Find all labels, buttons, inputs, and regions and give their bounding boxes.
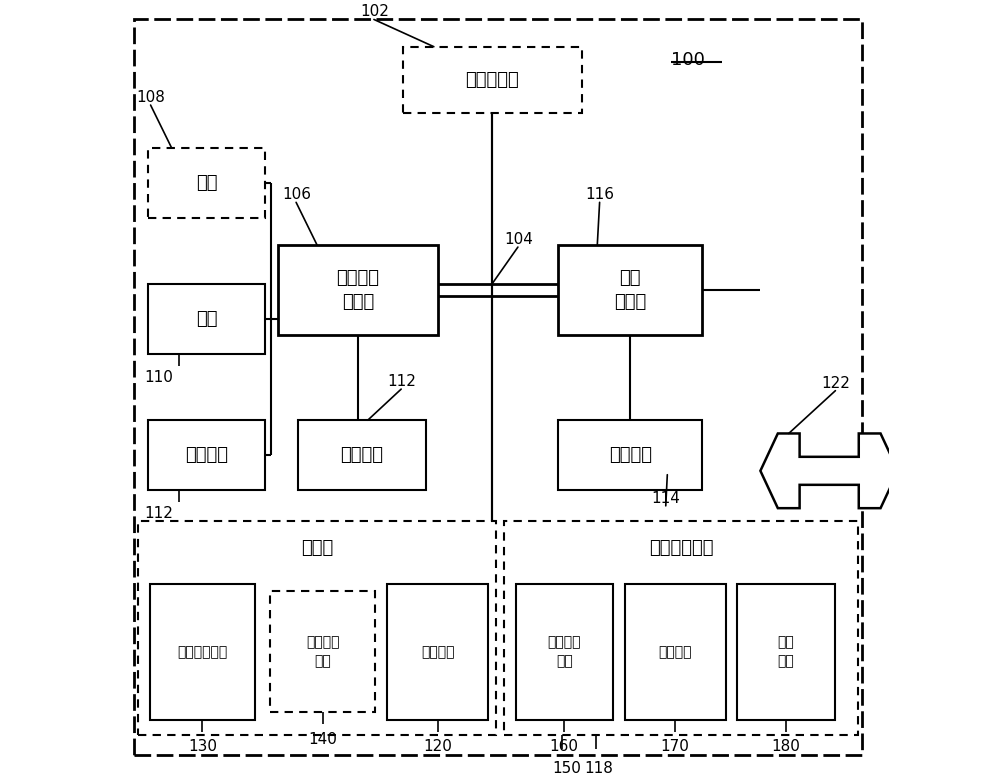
Bar (403, 47, 582, 113)
Text: 122: 122 (821, 376, 850, 391)
Bar (148, 148, 265, 218)
Text: 数据存储
装置: 数据存储 装置 (306, 636, 340, 668)
Text: 110: 110 (144, 370, 173, 385)
Text: 网络通信软件: 网络通信软件 (177, 645, 227, 659)
Text: 虚拟世界引擎: 虚拟世界引擎 (649, 538, 713, 556)
Text: 交互引擎: 交互引擎 (658, 645, 692, 659)
Text: 160: 160 (550, 739, 579, 754)
Bar (625, 583, 726, 720)
Polygon shape (760, 434, 898, 509)
Text: 鼠标: 鼠标 (196, 310, 217, 328)
Bar (278, 245, 438, 335)
Bar (516, 583, 613, 720)
Text: 112: 112 (387, 374, 416, 389)
Text: 120: 120 (423, 739, 452, 754)
Text: 112: 112 (144, 506, 173, 521)
Text: 100: 100 (671, 51, 705, 69)
Text: 170: 170 (661, 739, 690, 754)
Text: 130: 130 (188, 739, 217, 754)
Text: 114: 114 (652, 491, 681, 506)
Bar (138, 521, 496, 736)
Bar (387, 583, 488, 720)
Text: 显示设备: 显示设备 (609, 446, 652, 464)
Text: 虚拟形象
引擎: 虚拟形象 引擎 (547, 636, 581, 668)
Text: 接口设备: 接口设备 (340, 446, 383, 464)
Text: 102: 102 (360, 5, 389, 20)
Text: 用户界面
适配器: 用户界面 适配器 (336, 269, 379, 310)
Text: 140: 140 (309, 732, 337, 746)
Text: 118: 118 (584, 761, 613, 776)
Bar (150, 583, 255, 720)
Bar (558, 245, 702, 335)
Text: 显示
适配器: 显示 适配器 (614, 269, 646, 310)
Bar (737, 583, 835, 720)
Bar (270, 591, 375, 712)
Bar (504, 521, 858, 736)
Bar (558, 420, 702, 491)
Text: 操作系统: 操作系统 (421, 645, 454, 659)
Text: 104: 104 (504, 232, 533, 247)
Text: 108: 108 (137, 90, 165, 105)
Bar (148, 284, 265, 354)
Text: 存储器: 存储器 (301, 538, 333, 556)
Text: 116: 116 (586, 187, 615, 202)
Text: 键盘: 键盘 (196, 174, 217, 192)
Bar (148, 420, 265, 491)
Text: 180: 180 (772, 739, 800, 754)
Text: 150: 150 (552, 761, 581, 776)
Bar (298, 420, 426, 491)
Text: 通用处理器: 通用处理器 (465, 71, 519, 89)
Text: 106: 106 (282, 187, 311, 202)
Text: 任务
引擎: 任务 引擎 (778, 636, 794, 668)
Text: 接口设备: 接口设备 (185, 446, 228, 464)
